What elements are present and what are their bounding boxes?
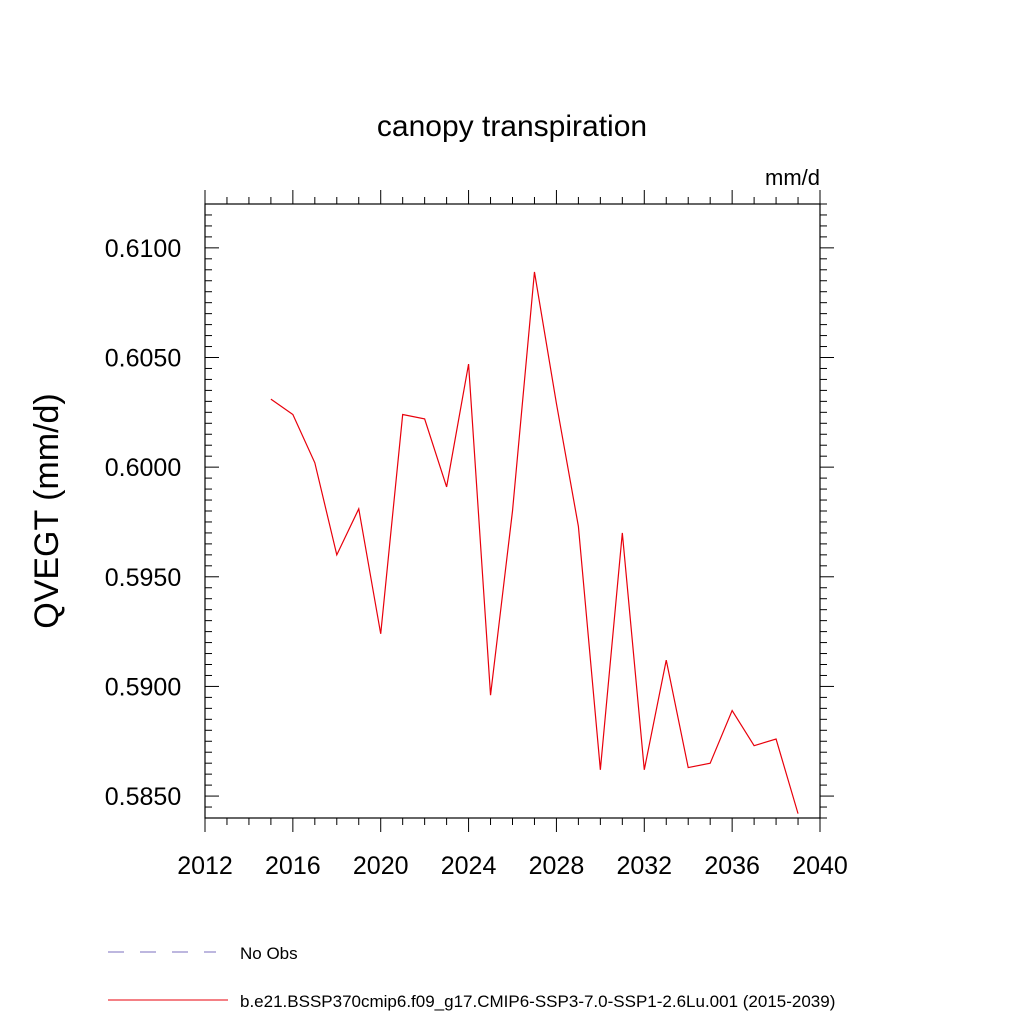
y-tick-label: 0.5850 [105, 783, 181, 811]
y-tick-label: 0.6000 [105, 454, 181, 482]
legend-label: No Obs [240, 944, 298, 963]
chart-title: canopy transpiration [377, 110, 647, 143]
x-tick-label: 2020 [353, 852, 409, 880]
x-tick-label: 2032 [616, 852, 672, 880]
y-tick-label: 0.6050 [105, 345, 181, 373]
x-tick-label: 2024 [441, 852, 497, 880]
axis-ticks: 2012 2016 2020 2024 2028 2032 2036 2040 0.5850 0.… [105, 190, 848, 880]
y-tick-label: 0.5900 [105, 673, 181, 701]
x-tick-label: 2012 [177, 852, 233, 880]
x-tick-label: 2028 [529, 852, 585, 880]
series-line [270, 271, 799, 814]
y-tick-label: 0.6100 [105, 235, 181, 263]
units-label: mm/d [765, 165, 820, 190]
x-tick-label: 2036 [704, 852, 760, 880]
series-layer [270, 271, 799, 814]
x-tick-label: 2040 [792, 852, 848, 880]
legend-label: b.e21.BSSP370cmip6.f09_g17.CMIP6-SSP3-7.… [240, 992, 835, 1011]
y-tick-label: 0.5950 [105, 564, 181, 592]
x-tick-label: 2016 [265, 852, 321, 880]
legend: No Obs b.e21.BSSP370cmip6.f09_g17.CMIP6-S… [108, 944, 835, 1011]
y-axis-label: QVEGT (mm/d) [28, 393, 66, 629]
